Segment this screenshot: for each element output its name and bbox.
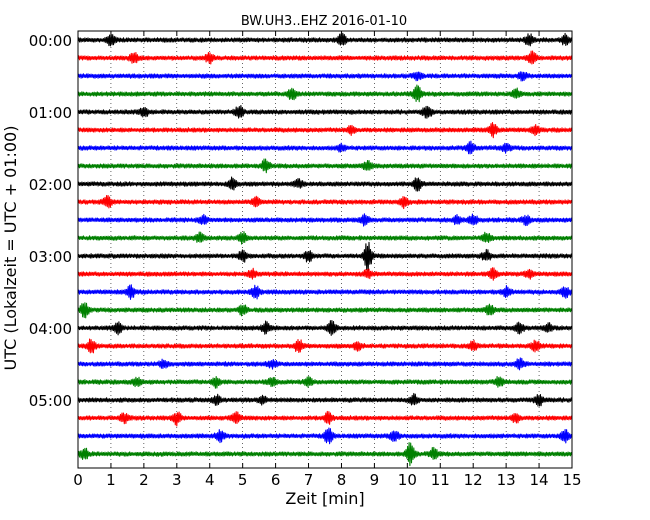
- plot-frame: [77, 30, 573, 469]
- trace-row: [77, 231, 573, 245]
- trace-row: [77, 442, 573, 467]
- x-tick-label: 8: [337, 471, 347, 489]
- y-tick-label: 01:00: [29, 104, 72, 122]
- trace-row: [77, 50, 573, 65]
- trace-row: [77, 320, 573, 336]
- trace-row: [77, 338, 573, 354]
- x-tick-label: 6: [271, 471, 281, 489]
- chart-title: BW.UH3..EHZ 2016-01-10: [241, 14, 407, 29]
- x-tick-label: 11: [431, 471, 450, 489]
- trace-row: [77, 71, 573, 82]
- minute-grid: [110, 31, 540, 468]
- trace-row: [77, 392, 573, 407]
- trace-row: [77, 267, 573, 281]
- y-tick-label: 03:00: [29, 248, 72, 266]
- trace-row: [77, 121, 573, 139]
- x-tick-label: 3: [172, 471, 182, 489]
- x-tick-label: 9: [370, 471, 380, 489]
- x-tick-label: 0: [73, 471, 83, 489]
- trace-row: [77, 176, 573, 192]
- y-axis-label: UTC (Lokalzeit = UTC + 01:00): [1, 126, 20, 371]
- trace-rows: [77, 32, 573, 467]
- x-axis-ticks: 0 1 2 3 4 5 6 7 8 9 10 11 12 13 14 15: [73, 31, 582, 489]
- x-tick-label: 14: [530, 471, 549, 489]
- trace-row: [77, 32, 573, 47]
- x-tick-label: 15: [562, 471, 581, 489]
- trace-row: [77, 410, 573, 427]
- trace-row: [77, 284, 573, 300]
- trace-row: [77, 194, 573, 210]
- x-tick-label: 1: [106, 471, 116, 489]
- y-tick-label: 02:00: [29, 176, 72, 194]
- trace-row: [77, 427, 573, 445]
- trace-row: [77, 375, 573, 389]
- trace-row: [77, 84, 573, 103]
- x-tick-label: 12: [464, 471, 483, 489]
- trace-row: [77, 104, 573, 119]
- x-tick-label: 7: [304, 471, 314, 489]
- trace-row: [77, 357, 573, 371]
- x-axis-label: Zeit [min]: [285, 489, 364, 508]
- y-tick-label: 00:00: [29, 32, 72, 50]
- x-tick-label: 4: [205, 471, 215, 489]
- x-tick-label: 10: [398, 471, 417, 489]
- x-tick-label: 5: [238, 471, 248, 489]
- y-tick-label: 05:00: [29, 392, 72, 410]
- trace-row: [77, 213, 573, 227]
- y-axis-ticks: 00:00 01:00 02:00 03:00 04:00 05:00: [29, 32, 83, 410]
- trace-row: [77, 302, 573, 319]
- trace-row: [77, 241, 573, 272]
- x-tick-label: 2: [139, 471, 149, 489]
- y-tick-label: 04:00: [29, 320, 72, 338]
- x-tick-label: 13: [497, 471, 516, 489]
- trace-row: [77, 140, 573, 155]
- trace-row: [77, 158, 573, 174]
